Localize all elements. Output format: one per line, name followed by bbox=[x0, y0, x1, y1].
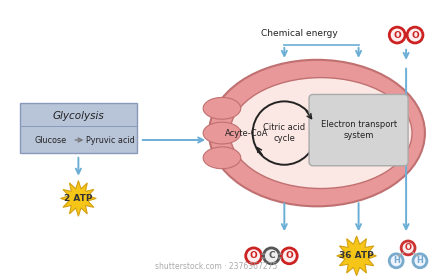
Text: C: C bbox=[268, 251, 275, 260]
Text: O: O bbox=[404, 243, 412, 252]
Text: Glycolysis: Glycolysis bbox=[52, 111, 104, 121]
Text: H: H bbox=[393, 256, 400, 265]
Ellipse shape bbox=[209, 60, 425, 206]
Text: Chemical energy: Chemical energy bbox=[261, 29, 338, 38]
Text: O: O bbox=[411, 31, 419, 39]
Ellipse shape bbox=[203, 97, 241, 119]
Text: Citric acid
cycle: Citric acid cycle bbox=[263, 123, 305, 143]
Text: 2 ATP: 2 ATP bbox=[64, 194, 93, 203]
Polygon shape bbox=[61, 181, 96, 216]
Text: O: O bbox=[250, 251, 258, 260]
Text: O: O bbox=[393, 31, 401, 39]
Circle shape bbox=[389, 27, 405, 43]
Text: O: O bbox=[285, 251, 293, 260]
Ellipse shape bbox=[203, 122, 241, 144]
Circle shape bbox=[401, 241, 415, 255]
Ellipse shape bbox=[230, 78, 412, 188]
Ellipse shape bbox=[203, 147, 241, 169]
Text: Pyruvic acid: Pyruvic acid bbox=[86, 136, 134, 144]
Circle shape bbox=[389, 254, 403, 268]
Text: Glucose: Glucose bbox=[35, 136, 67, 144]
FancyBboxPatch shape bbox=[20, 103, 137, 153]
Text: Acyte-CoA: Acyte-CoA bbox=[225, 129, 268, 137]
Circle shape bbox=[281, 248, 297, 264]
Circle shape bbox=[413, 254, 427, 268]
Text: 36 ATP: 36 ATP bbox=[339, 251, 374, 260]
Circle shape bbox=[264, 248, 279, 264]
FancyBboxPatch shape bbox=[309, 94, 408, 166]
Circle shape bbox=[246, 248, 262, 264]
Circle shape bbox=[407, 27, 423, 43]
Text: Electron transport
system: Electron transport system bbox=[320, 120, 397, 140]
Text: shutterstock.com · 2376367275: shutterstock.com · 2376367275 bbox=[155, 262, 277, 271]
Polygon shape bbox=[337, 236, 376, 276]
Text: H: H bbox=[417, 256, 423, 265]
